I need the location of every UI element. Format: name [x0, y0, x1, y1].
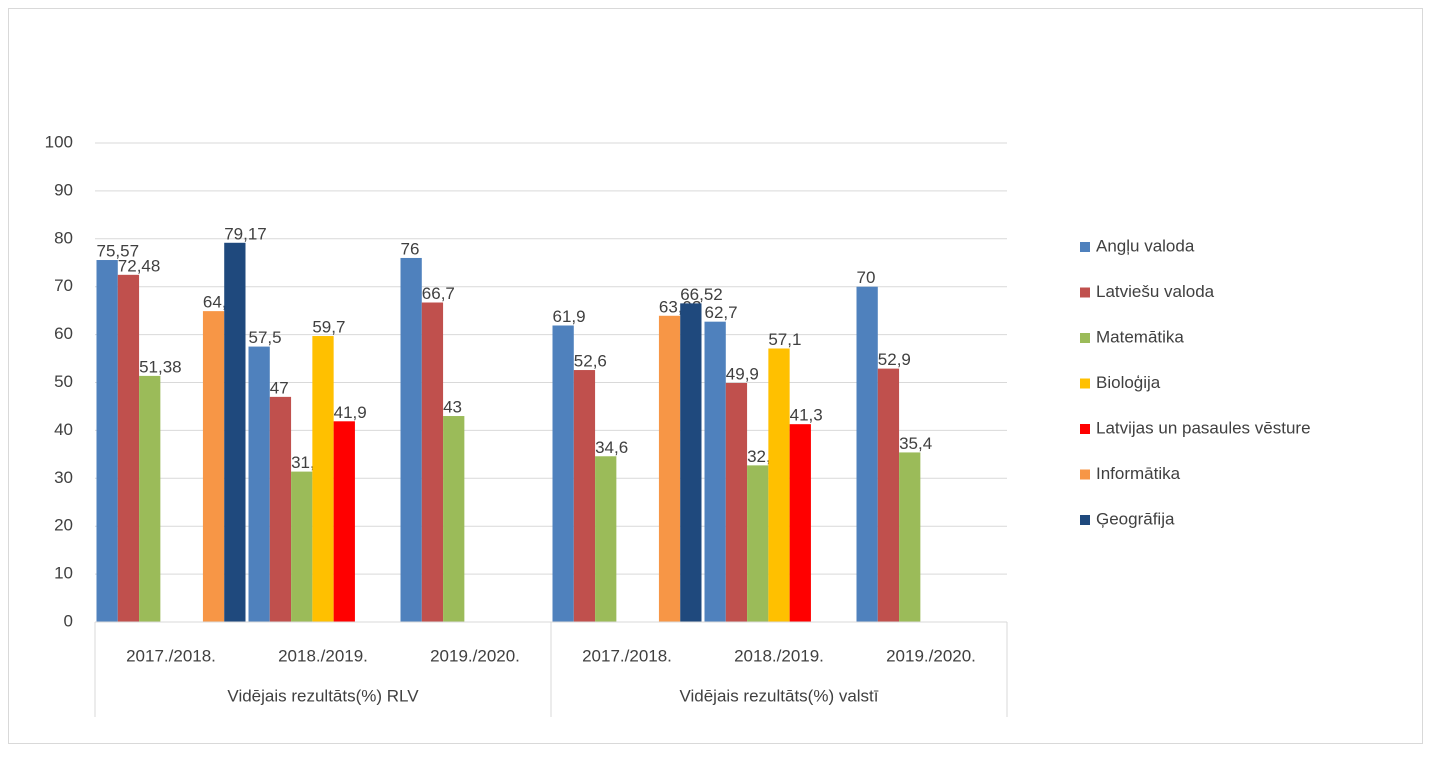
legend-label: Informātika [1096, 464, 1181, 483]
bar [658, 315, 681, 622]
legend-swatch [1080, 515, 1090, 525]
y-tick-label: 10 [54, 564, 73, 583]
bar [680, 303, 702, 622]
bar [877, 368, 900, 622]
bar [224, 242, 246, 622]
legend-label: Bioloģija [1096, 373, 1161, 392]
y-tick-label: 20 [54, 516, 73, 535]
data-label: 51,38 [139, 357, 182, 376]
data-label: 52,6 [574, 352, 607, 371]
legend-swatch [1080, 333, 1090, 343]
legend-swatch [1080, 378, 1090, 389]
bar [333, 421, 355, 622]
data-label: 66,7 [422, 284, 455, 303]
bar [552, 325, 574, 622]
y-tick-label: 70 [54, 276, 73, 295]
data-label: 49,9 [726, 364, 759, 383]
data-label: 61,9 [553, 307, 586, 326]
data-label: 76 [401, 239, 420, 258]
data-label: 43 [443, 398, 462, 417]
x-tick-label: 2018./2019. [278, 646, 368, 665]
legend-label: Matemātika [1096, 327, 1184, 346]
bar [899, 452, 921, 622]
x-tick-label: 2017./2018. [582, 646, 672, 665]
x-tick-label: 2018./2019. [734, 646, 824, 665]
x-group-label: Vidējais rezultāts(%) RLV [227, 686, 419, 705]
data-label: 72,48 [118, 256, 161, 275]
legend-swatch [1080, 287, 1090, 298]
bar [725, 382, 748, 622]
y-tick-label: 0 [64, 611, 73, 630]
y-tick-label: 50 [54, 372, 73, 391]
bar [400, 257, 422, 622]
bar [856, 286, 878, 622]
data-label: 57,1 [768, 330, 801, 349]
bar [96, 260, 118, 622]
data-label: 62,7 [705, 303, 738, 322]
bar [248, 346, 270, 622]
data-label: 57,5 [249, 328, 282, 347]
bar [573, 370, 596, 622]
data-label: 35,4 [899, 434, 932, 453]
data-label: 52,9 [878, 350, 911, 369]
bar [789, 424, 811, 622]
data-label: 59,7 [312, 318, 345, 337]
bar [312, 336, 334, 622]
data-label: 41,9 [334, 403, 367, 422]
bar [443, 416, 465, 622]
x-tick-label: 2017./2018. [126, 646, 216, 665]
bar [117, 274, 140, 622]
bar [747, 465, 769, 622]
legend-label: Ģeogrāfija [1096, 509, 1175, 528]
bar [202, 311, 225, 622]
bar [291, 471, 313, 622]
legend-label: Latviešu valoda [1096, 282, 1215, 301]
data-label: 41,3 [790, 406, 823, 425]
data-label: 47 [270, 378, 289, 397]
data-label: 34,6 [595, 438, 628, 457]
y-tick-label: 30 [54, 468, 73, 487]
legend-swatch [1080, 242, 1090, 252]
bar [421, 302, 444, 622]
y-tick-label: 60 [54, 324, 73, 343]
legend-label: Angļu valoda [1096, 236, 1195, 255]
bar [139, 375, 161, 622]
legend-swatch [1080, 424, 1090, 434]
data-label: 79,17 [224, 224, 267, 243]
bar [269, 396, 292, 622]
bar [595, 456, 617, 622]
data-label: 70 [857, 268, 876, 287]
x-group-label: Vidējais rezultāts(%) valstī [679, 686, 878, 705]
data-label: 66,52 [680, 285, 723, 304]
y-tick-label: 90 [54, 180, 73, 199]
legend-swatch [1080, 469, 1090, 480]
data-label: 75,57 [97, 242, 140, 261]
y-tick-label: 100 [45, 132, 73, 151]
x-tick-label: 2019./2020. [430, 646, 520, 665]
x-tick-label: 2019./2020. [886, 646, 976, 665]
y-tick-label: 80 [54, 228, 73, 247]
bar [768, 348, 790, 622]
y-tick-label: 40 [54, 420, 73, 439]
legend-label: Latvijas un pasaules vēsture [1096, 418, 1311, 437]
bar [704, 321, 726, 622]
